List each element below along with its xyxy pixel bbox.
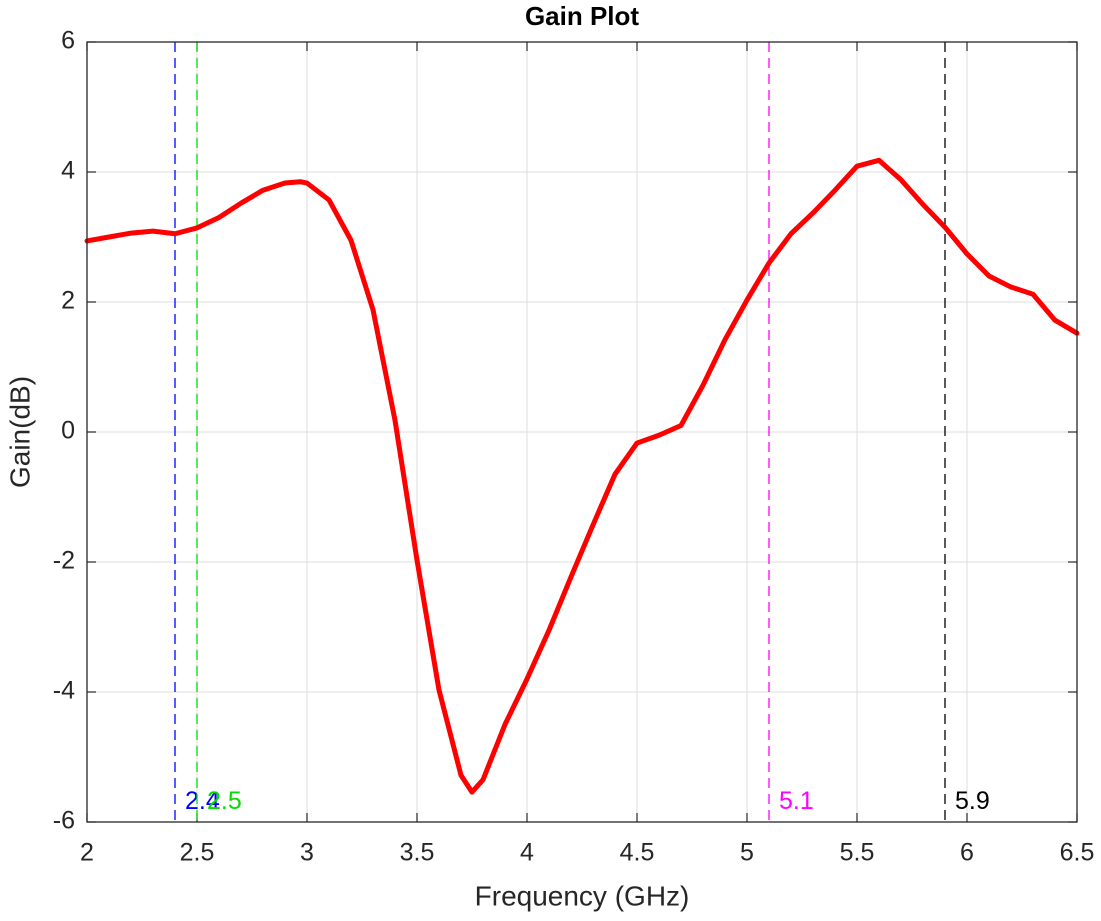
y-tick-label: -2 xyxy=(53,547,75,575)
y-axis-label: Gain(dB) xyxy=(4,376,35,488)
y-tick-label: 0 xyxy=(61,417,75,445)
x-tick-label: 6.5 xyxy=(1060,839,1095,867)
x-tick-label: 3.5 xyxy=(400,839,435,867)
y-tick-label: 2 xyxy=(61,287,75,315)
x-tick-label: 4.5 xyxy=(620,839,655,867)
y-tick-label: -4 xyxy=(53,677,75,705)
y-tick-label: 4 xyxy=(61,157,75,185)
x-tick-label: 4 xyxy=(520,839,534,867)
y-tick-label: -6 xyxy=(53,807,75,835)
x-tick-label: 2 xyxy=(80,839,94,867)
marker-label: 5.9 xyxy=(955,787,990,815)
marker-label: 5.1 xyxy=(779,787,814,815)
x-tick-label: 5.5 xyxy=(840,839,875,867)
plot-frame xyxy=(86,41,1078,823)
x-tick-label: 6 xyxy=(960,839,974,867)
marker-label: 2.4 xyxy=(185,787,220,815)
x-tick-label: 3 xyxy=(300,839,314,867)
x-tick-label: 2.5 xyxy=(180,839,215,867)
marker-label: 2.5 xyxy=(207,787,242,815)
data-line xyxy=(84,157,1080,795)
x-tick-label: 5 xyxy=(740,839,754,867)
y-tick-label: 6 xyxy=(61,27,75,55)
chart-title: Gain Plot xyxy=(525,1,639,31)
x-axis-label: Frequency (GHz) xyxy=(475,880,690,911)
